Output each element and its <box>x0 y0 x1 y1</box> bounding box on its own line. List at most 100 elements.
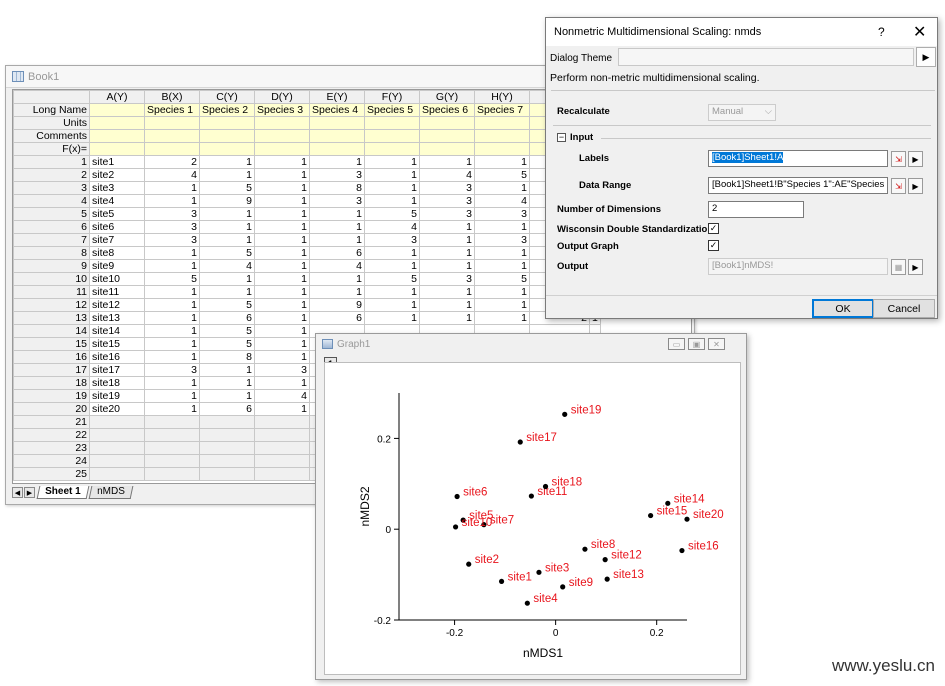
table-cell[interactable] <box>144 428 200 442</box>
table-cell[interactable]: 1 <box>254 311 310 325</box>
table-cell[interactable]: 1 <box>254 246 310 260</box>
row-number[interactable]: 10 <box>13 272 90 286</box>
meta-cell[interactable] <box>309 142 365 156</box>
meta-cell[interactable] <box>144 142 200 156</box>
table-cell[interactable]: 1 <box>144 246 200 260</box>
table-cell[interactable] <box>254 467 310 481</box>
row-number[interactable]: 16 <box>13 350 90 364</box>
prev-sheet-icon[interactable]: ◀ <box>12 487 23 498</box>
table-cell[interactable]: site20 <box>89 402 145 416</box>
table-cell[interactable]: 3 <box>309 168 365 182</box>
meta-cell[interactable] <box>474 129 530 143</box>
table-cell[interactable]: 1 <box>309 207 365 221</box>
select-range-icon[interactable]: ▦ <box>891 259 906 275</box>
table-cell[interactable]: site14 <box>89 324 145 338</box>
row-number[interactable]: 9 <box>13 259 90 273</box>
meta-cell[interactable] <box>199 129 255 143</box>
col-header[interactable]: D(Y) <box>254 90 310 104</box>
table-cell[interactable]: site12 <box>89 298 145 312</box>
col-header[interactable]: C(Y) <box>199 90 255 104</box>
table-cell[interactable]: 1 <box>419 220 475 234</box>
meta-cell[interactable] <box>364 129 420 143</box>
table-cell[interactable]: 1 <box>254 402 310 416</box>
meta-cell[interactable] <box>144 129 200 143</box>
meta-cell[interactable] <box>89 142 145 156</box>
table-cell[interactable]: 1 <box>419 155 475 169</box>
col-header[interactable]: G(Y) <box>419 90 475 104</box>
row-number[interactable]: 5 <box>13 207 90 221</box>
collapse-icon[interactable]: − <box>557 132 566 142</box>
table-cell[interactable]: 3 <box>144 207 200 221</box>
table-cell[interactable]: site15 <box>89 337 145 351</box>
table-cell[interactable]: 1 <box>199 389 255 403</box>
table-cell[interactable]: 4 <box>419 168 475 182</box>
table-cell[interactable]: 1 <box>364 194 420 208</box>
table-cell[interactable]: site10 <box>89 272 145 286</box>
table-cell[interactable]: 1 <box>144 337 200 351</box>
meta-cell[interactable] <box>419 142 475 156</box>
table-cell[interactable]: site17 <box>89 363 145 377</box>
table-cell[interactable]: 1 <box>419 311 475 325</box>
row-number[interactable]: 6 <box>13 220 90 234</box>
row-number[interactable]: 11 <box>13 285 90 299</box>
table-cell[interactable]: 1 <box>419 233 475 247</box>
table-cell[interactable]: 1 <box>144 389 200 403</box>
col-header[interactable]: B(X) <box>144 90 200 104</box>
table-cell[interactable] <box>199 467 255 481</box>
table-cell[interactable] <box>254 454 310 468</box>
table-cell[interactable]: 1 <box>474 311 530 325</box>
row-number[interactable]: 4 <box>13 194 90 208</box>
table-cell[interactable] <box>199 441 255 455</box>
meta-cell[interactable] <box>364 116 420 130</box>
table-cell[interactable]: 5 <box>199 246 255 260</box>
help-button[interactable]: ? <box>878 25 885 39</box>
select-range-icon[interactable]: ⇲ <box>891 178 906 194</box>
row-number[interactable]: 7 <box>13 233 90 247</box>
table-cell[interactable] <box>254 415 310 429</box>
table-cell[interactable] <box>144 454 200 468</box>
table-cell[interactable]: 6 <box>199 311 255 325</box>
row-number[interactable]: 19 <box>13 389 90 403</box>
table-cell[interactable]: 4 <box>364 220 420 234</box>
table-cell[interactable]: 3 <box>419 207 475 221</box>
graph-titlebar[interactable]: Graph1 ▭ ▣ ✕ <box>316 334 746 354</box>
table-cell[interactable]: site9 <box>89 259 145 273</box>
table-cell[interactable]: 1 <box>474 220 530 234</box>
table-cell[interactable]: 3 <box>419 194 475 208</box>
table-cell[interactable]: site19 <box>89 389 145 403</box>
table-cell[interactable]: 1 <box>199 363 255 377</box>
wisconsin-checkbox[interactable]: ✓ <box>708 223 719 234</box>
range-input[interactable]: [Book1]Sheet1!B"Species 1":AE"Species 30 <box>708 177 888 194</box>
row-number[interactable]: 14 <box>13 324 90 338</box>
select-range-icon[interactable]: ⇲ <box>891 151 906 167</box>
meta-cell[interactable]: Species 3 <box>254 103 310 117</box>
table-cell[interactable]: site1 <box>89 155 145 169</box>
meta-cell[interactable] <box>254 129 310 143</box>
table-cell[interactable]: 1 <box>364 311 420 325</box>
table-cell[interactable]: 1 <box>144 285 200 299</box>
table-cell[interactable]: 1 <box>364 181 420 195</box>
table-cell[interactable] <box>199 428 255 442</box>
table-cell[interactable]: 4 <box>254 389 310 403</box>
meta-cell[interactable]: Species 5 <box>364 103 420 117</box>
table-cell[interactable]: 1 <box>364 246 420 260</box>
close-icon[interactable]: ✕ <box>708 338 725 350</box>
menu-arrow-icon[interactable]: ▶ <box>908 151 923 167</box>
table-cell[interactable]: 1 <box>199 233 255 247</box>
table-cell[interactable]: 1 <box>144 259 200 273</box>
table-cell[interactable]: 1 <box>419 259 475 273</box>
table-cell[interactable]: 5 <box>364 272 420 286</box>
output-graph-checkbox[interactable]: ✓ <box>708 240 719 251</box>
row-number[interactable]: 13 <box>13 311 90 325</box>
meta-cell[interactable] <box>89 103 145 117</box>
row-number[interactable]: 2 <box>13 168 90 182</box>
table-cell[interactable]: 5 <box>364 207 420 221</box>
table-cell[interactable]: site7 <box>89 233 145 247</box>
table-cell[interactable] <box>144 415 200 429</box>
table-cell[interactable]: 1 <box>474 181 530 195</box>
table-cell[interactable]: 6 <box>199 402 255 416</box>
table-cell[interactable]: 1 <box>199 155 255 169</box>
table-cell[interactable]: 1 <box>199 168 255 182</box>
table-cell[interactable]: 1 <box>309 233 365 247</box>
table-cell[interactable]: 5 <box>144 272 200 286</box>
